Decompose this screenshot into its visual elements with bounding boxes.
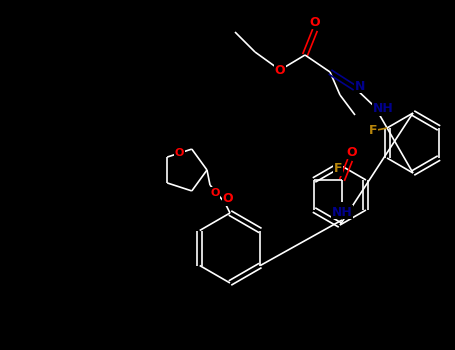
Text: NH: NH <box>332 205 352 218</box>
Text: O: O <box>275 63 285 77</box>
Text: N: N <box>355 79 365 92</box>
Text: O: O <box>222 193 233 205</box>
Text: O: O <box>210 188 220 198</box>
Text: NH: NH <box>373 103 394 116</box>
Text: O: O <box>310 15 320 28</box>
Text: O: O <box>347 146 357 159</box>
Text: F: F <box>334 162 342 175</box>
Text: F: F <box>369 124 377 136</box>
Text: O: O <box>175 148 184 158</box>
